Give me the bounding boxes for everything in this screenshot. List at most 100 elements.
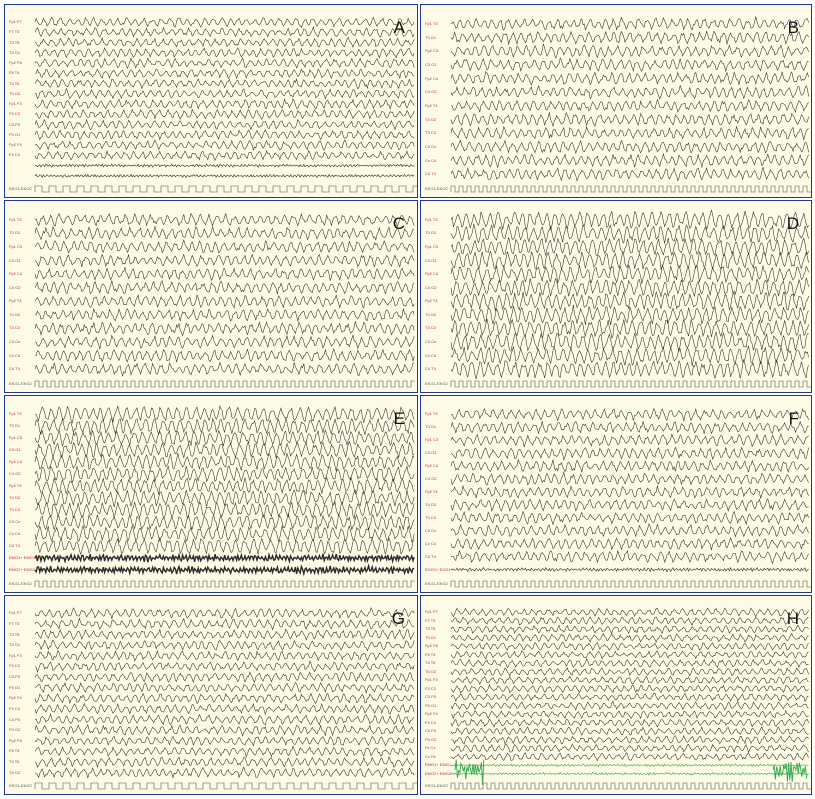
eeg-trace xyxy=(450,607,809,618)
channel-label: C3 O1 xyxy=(425,450,437,456)
eeg-trace xyxy=(450,30,809,46)
channel-label: Fp2 C4 xyxy=(425,463,439,469)
eeg-trace xyxy=(450,632,809,643)
channel-label: C3 Cz xyxy=(425,527,437,533)
aux-channel-label: EMG2+ EMG2- xyxy=(9,567,37,572)
eeg-trace xyxy=(450,15,809,32)
channel-label: Fp1 F7 xyxy=(425,609,438,615)
eeg-trace xyxy=(34,702,415,716)
eeg-trace xyxy=(34,452,415,472)
eeg-trace xyxy=(34,47,415,59)
channel-label: T3 O1 xyxy=(9,230,21,236)
channel-label: T3 C3 xyxy=(425,514,436,520)
channel-label: Fp2 C4 xyxy=(9,271,23,277)
ekg-square-trace xyxy=(34,185,417,193)
channel-label: T3 O1 xyxy=(425,230,437,236)
eeg-trace xyxy=(34,628,415,641)
eeg-trace xyxy=(450,549,809,565)
eeg-trace xyxy=(450,624,809,634)
eeg-trace xyxy=(450,718,809,728)
channel-label: Fp1 F3 xyxy=(9,101,22,107)
eeg-trace xyxy=(34,417,415,436)
channel-label: T3 T5 xyxy=(9,631,20,637)
channel-label: T5 O1 xyxy=(9,49,21,55)
eeg-trace xyxy=(450,650,809,660)
eeg-panel-a: Fp1 F7 F7 T3 T3 T5 T5 O1 Fp2 F8 F8 T4 T4 T6 T6 … xyxy=(4,4,418,198)
eeg-trace xyxy=(450,446,809,461)
eeg-trace xyxy=(450,250,809,271)
eeg-panel-h: Fp1 F7 F7 T3 T3 T5 T5 O1 Fp2 F8 F8 T4 T4 T6 T6 … xyxy=(420,595,812,795)
ekg-square-trace xyxy=(450,782,811,790)
eeg-trace xyxy=(450,692,809,703)
channel-label: Fp1 F3 xyxy=(9,652,22,658)
eeg-trace xyxy=(450,537,809,551)
eeg-trace xyxy=(450,70,809,86)
channel-label: Fp2 F4 xyxy=(9,142,22,148)
eeg-trace xyxy=(34,766,415,779)
eeg-trace xyxy=(34,671,415,684)
eeg-trace xyxy=(450,358,809,380)
eeg-trace xyxy=(450,471,809,486)
channel-label: Fp2 F8 xyxy=(425,643,438,649)
eeg-trace xyxy=(450,658,809,669)
channel-label: F3 C3 xyxy=(9,111,20,117)
eeg-trace xyxy=(450,641,809,651)
ekg-channel-label: EKG1-EKG2 xyxy=(425,783,448,788)
channel-label: T6 O2 xyxy=(9,90,21,96)
channel-label: Fp2 C3 xyxy=(425,48,439,54)
aux-channel-label: EMG1+ EMG1- xyxy=(9,555,37,560)
channel-label: T3 O1 xyxy=(9,423,21,428)
channel-label: C4 O2 xyxy=(9,284,21,290)
eeg-trace xyxy=(34,649,415,662)
channel-label: F8 T4 xyxy=(425,651,436,657)
eeg-panel-c: Fp1 T3 T3 O1 Fp1 C3 C3 O1 Fp2 C4 C4 O2 Fp2 T4 T… xyxy=(4,200,418,393)
eeg-trace xyxy=(34,266,415,281)
aux-trace xyxy=(450,566,809,573)
eeg-trace xyxy=(34,68,415,80)
channel-label: T5 O1 xyxy=(9,642,21,648)
channel-label: C3 Cz xyxy=(9,339,21,345)
channel-label: Fp2 C4 xyxy=(425,75,439,81)
channel-label: T4 O2 xyxy=(425,311,437,317)
channel-label: T3 T5 xyxy=(425,626,436,632)
channel-label: P3 O1 xyxy=(9,131,21,137)
ekg-channel-label: EKG1-EKG2 xyxy=(9,186,32,191)
channel-label: Fp1 T3 xyxy=(425,216,438,222)
ekg-square-trace xyxy=(34,782,417,790)
eeg-trace xyxy=(450,675,809,685)
eeg-trace xyxy=(34,476,415,495)
channel-label: Fp1 C3 xyxy=(9,435,23,440)
eeg-trace xyxy=(450,433,809,448)
eeg-trace xyxy=(34,405,415,424)
ekg-square-trace xyxy=(450,580,811,588)
eeg-trace xyxy=(450,752,809,762)
ekg-square-trace xyxy=(450,380,811,388)
channel-label: C4 T4 xyxy=(425,171,436,177)
channel-label: Fp1 T3 xyxy=(425,411,438,417)
eeg-trace xyxy=(34,607,415,620)
panel-letter: A xyxy=(393,18,405,37)
channel-label: Fp2 T4 xyxy=(425,102,438,108)
ekg-channel-label: EKG1-EKG2 xyxy=(9,581,32,586)
eeg-trace xyxy=(450,277,809,298)
eeg-trace xyxy=(450,237,809,257)
ekg-channel-label: EKG1-EKG2 xyxy=(9,783,32,788)
eeg-traces xyxy=(450,15,811,193)
eeg-trace xyxy=(34,660,415,673)
eeg-trace xyxy=(450,153,809,169)
aux-trace xyxy=(34,163,415,168)
channel-label: P4 O2 xyxy=(9,727,21,733)
channel-label: Fp2 C4 xyxy=(9,459,23,464)
channel-label: C4 T4 xyxy=(425,553,436,559)
panel-letter: F xyxy=(788,409,799,428)
channel-label: Fp1 T3 xyxy=(9,411,22,416)
channel-label: Fp2 F8 xyxy=(9,737,22,743)
eeg-trace xyxy=(450,616,809,626)
channel-label: F7 T3 xyxy=(425,617,436,623)
channel-label: F4 C4 xyxy=(425,719,436,725)
channel-label: Fp2 F4 xyxy=(9,695,22,701)
eeg-trace xyxy=(34,16,415,29)
channel-label: Fp2 F4 xyxy=(425,711,438,717)
channel-label: Fp2 T4 xyxy=(425,489,438,494)
eeg-traces xyxy=(34,405,415,588)
